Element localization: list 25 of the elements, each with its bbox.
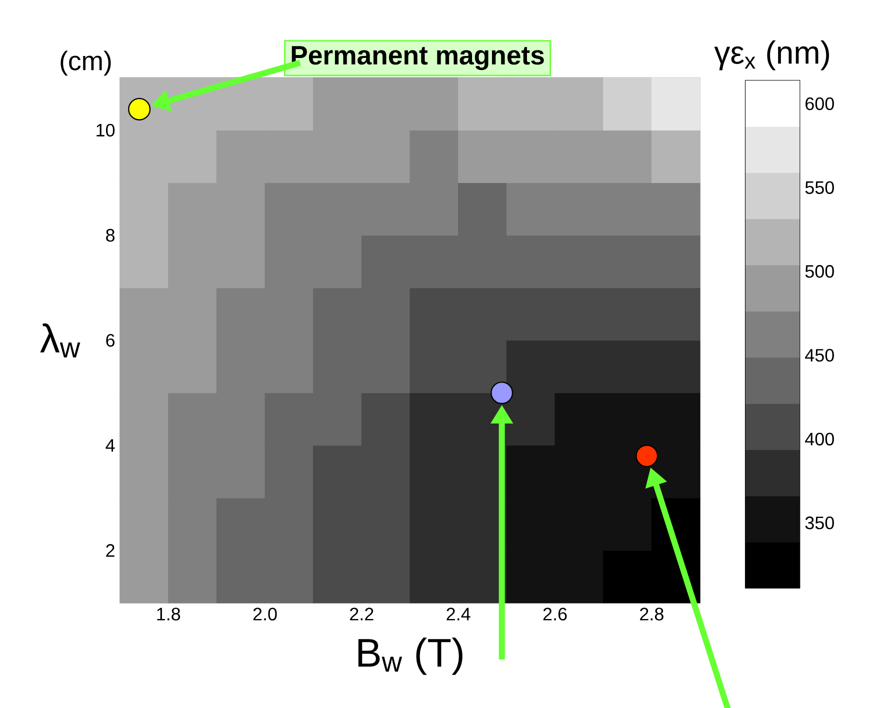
y-tick-label: 8 — [106, 228, 115, 242]
text: Permanent magnets — [292, 46, 544, 70]
color-bar-label: 550 — [805, 181, 834, 194]
x-tick-label: 2.2 — [350, 608, 374, 620]
point — [128, 98, 151, 120]
x-tick-label: 1.8 — [157, 608, 180, 620]
y-tick-label: 6 — [106, 334, 115, 347]
x-tick-label: 2.4 — [446, 608, 470, 620]
point — [490, 382, 514, 404]
color-bar-label: 500 — [805, 265, 834, 278]
y-tick-label: 2 — [106, 544, 114, 557]
x-tick-label: 2.8 — [640, 608, 664, 620]
color-bar-label: 400 — [805, 432, 834, 446]
x-tick-label: 2.6 — [543, 608, 567, 620]
color-bar-label: 350 — [805, 516, 834, 530]
y-axis-title: λ$_{w}$ — [40, 323, 80, 358]
x-tick-label: 2.0 — [253, 608, 277, 620]
y-tick-label: 4 — [106, 439, 115, 452]
point — [636, 444, 658, 468]
color-bar-title: γε$_{x}$ (nm) — [714, 40, 829, 70]
x-axis-title: B$_{w}$ (T) — [358, 638, 462, 675]
y-tick-label: 10 — [96, 124, 115, 137]
color-bar-label: 600 — [806, 97, 834, 110]
text: (cm) — [60, 50, 111, 76]
color-bar-label: 450 — [805, 348, 834, 362]
